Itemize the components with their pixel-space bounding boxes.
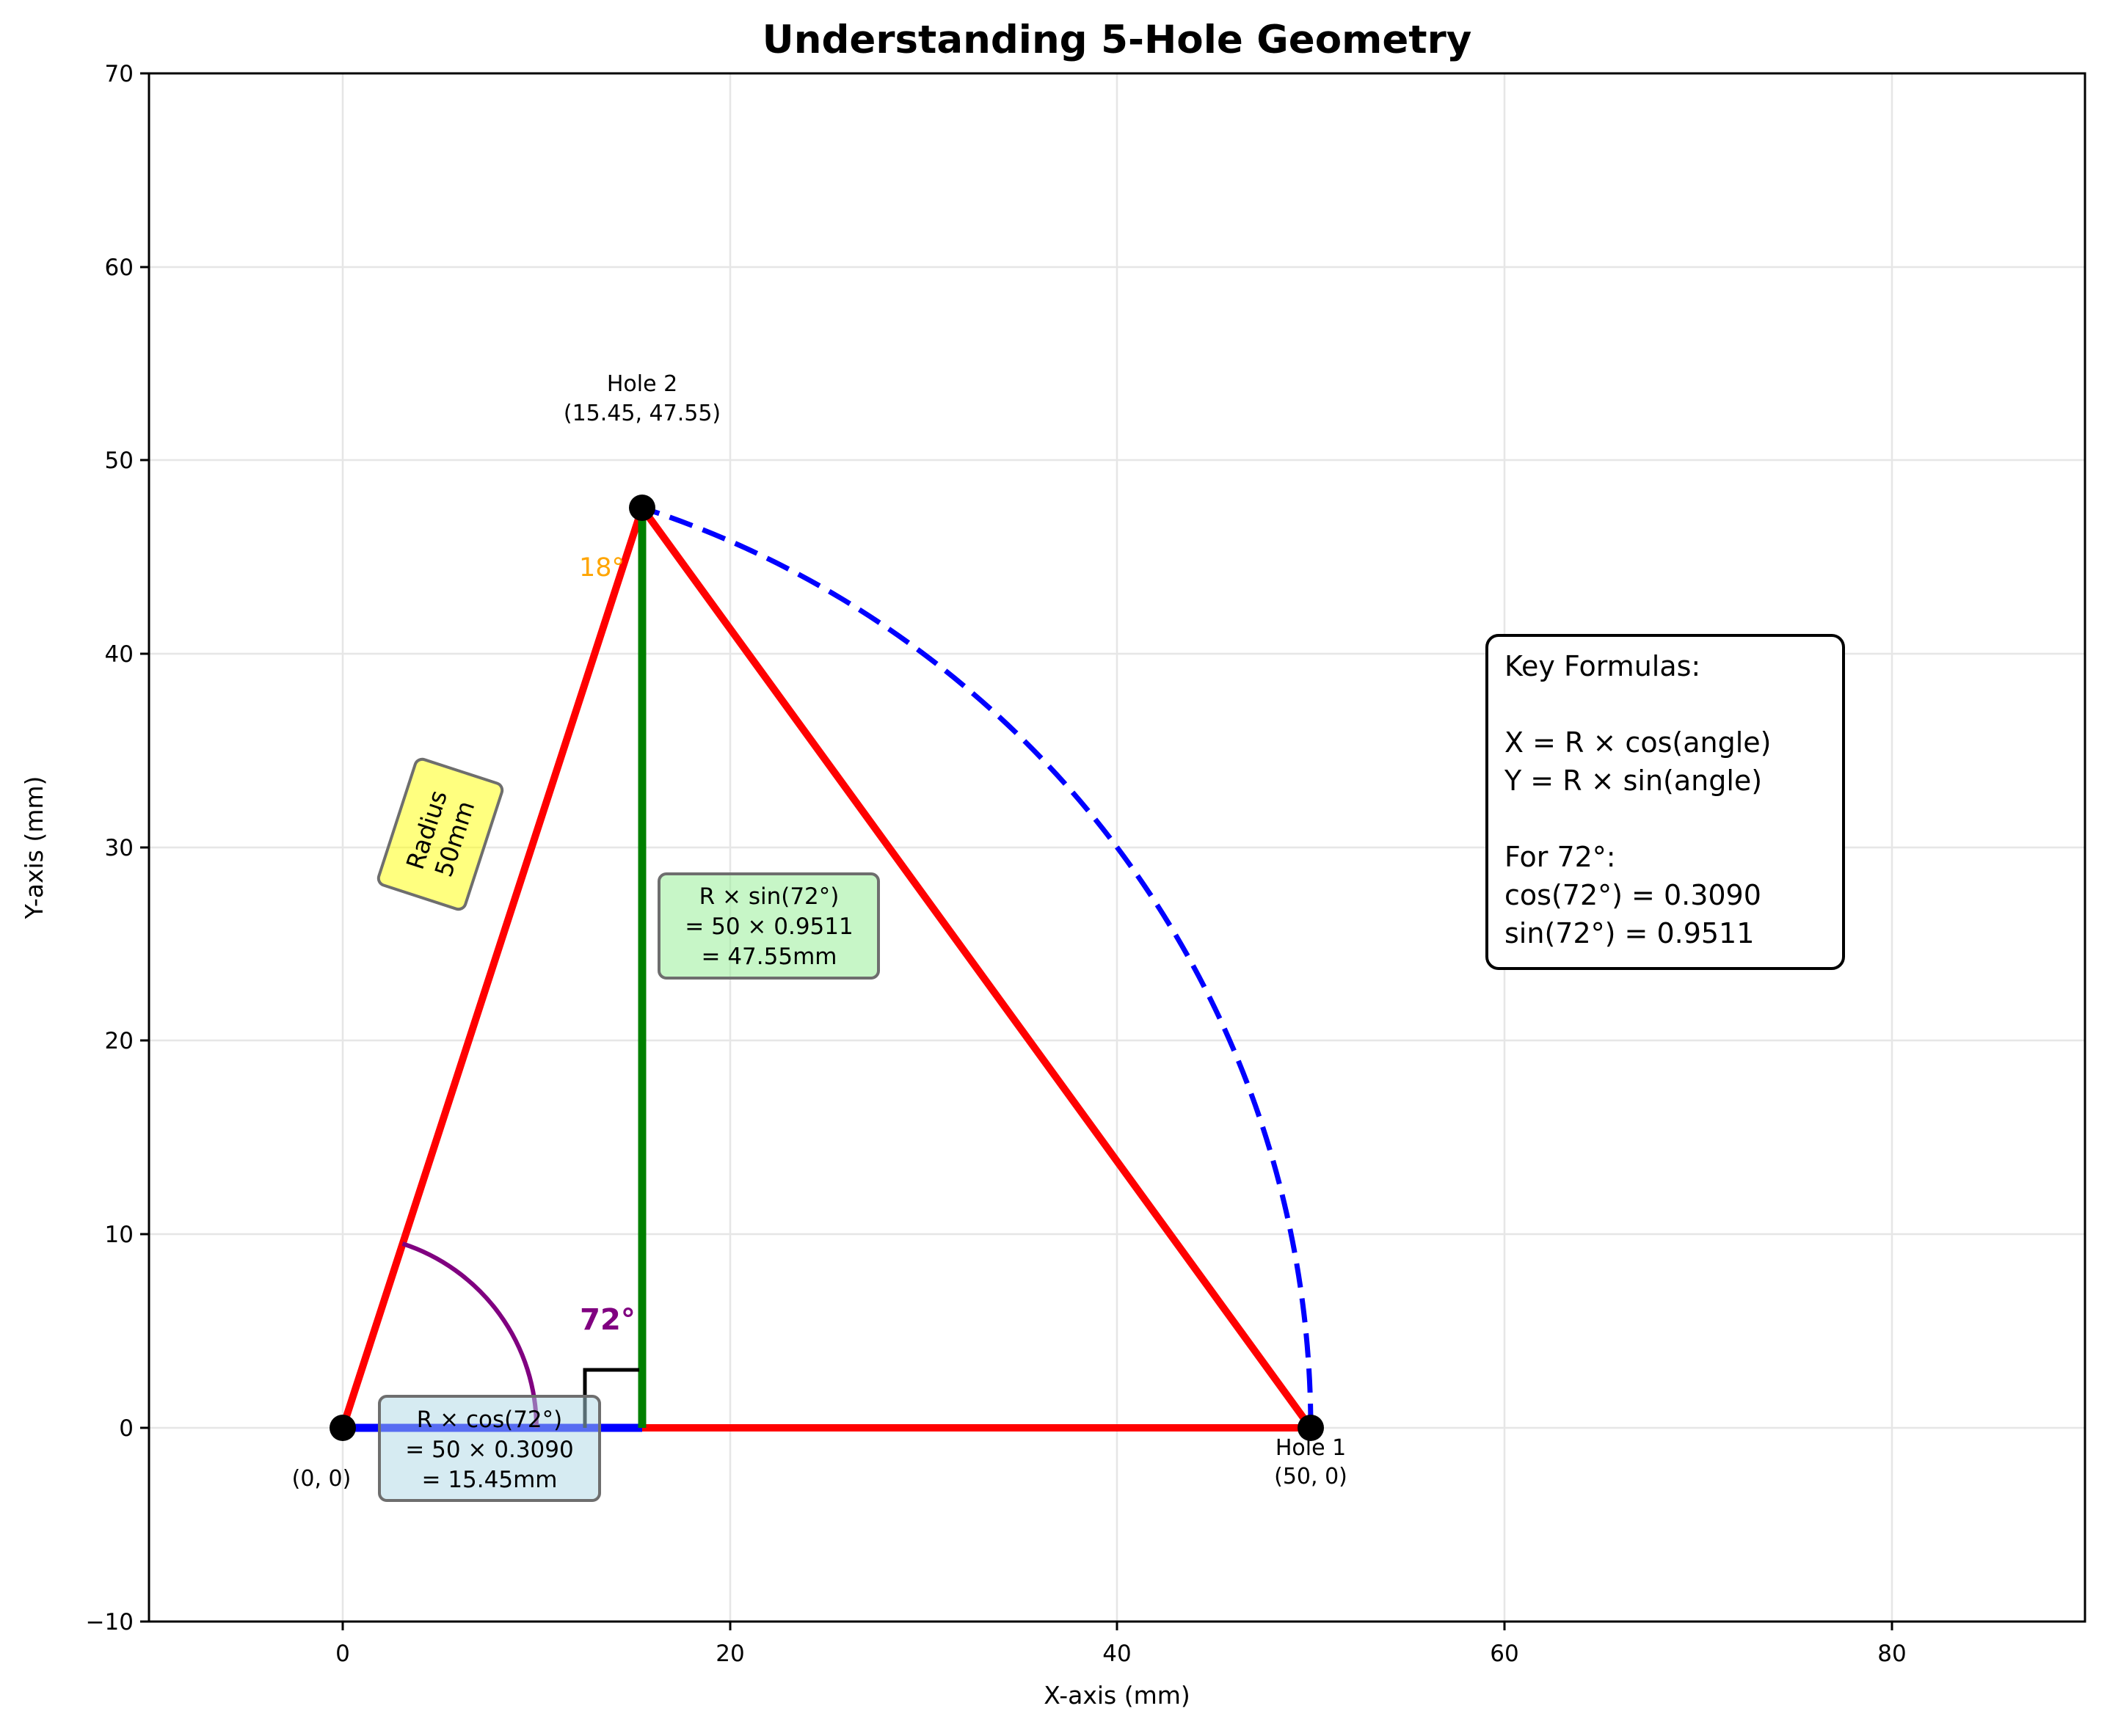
x-axis-label: X-axis (mm) — [1044, 1681, 1190, 1710]
x-axis-ticks — [341, 1622, 1893, 1630]
svg-text:For 72°:: For 72°: — [1504, 841, 1616, 873]
svg-text:= 50 × 0.3090: = 50 × 0.3090 — [405, 1437, 573, 1463]
svg-text:R × sin(72°): R × sin(72°) — [699, 883, 840, 910]
radius-label: Radius 50mm — [376, 757, 504, 911]
hole1-label-coords: (50, 0) — [1274, 1464, 1347, 1489]
y-axis-label: Y-axis (mm) — [20, 776, 48, 920]
svg-text:20: 20 — [716, 1641, 744, 1667]
angle-72-label: 72° — [580, 1303, 636, 1337]
svg-text:−10: −10 — [86, 1609, 134, 1635]
origin-point — [330, 1415, 356, 1441]
dashed-circle-arc — [641, 505, 1314, 1429]
svg-text:10: 10 — [105, 1222, 134, 1248]
svg-text:80: 80 — [1877, 1641, 1906, 1667]
hole1-point — [1298, 1415, 1324, 1441]
svg-text:= 50 × 0.9511: = 50 × 0.9511 — [685, 913, 853, 940]
svg-text:70: 70 — [105, 61, 134, 87]
svg-text:R × cos(72°): R × cos(72°) — [417, 1407, 563, 1433]
svg-text:30: 30 — [105, 835, 134, 861]
svg-text:Y = R × sin(angle): Y = R × sin(angle) — [1504, 765, 1762, 797]
svg-text:40: 40 — [1102, 1641, 1131, 1667]
svg-text:0: 0 — [119, 1415, 134, 1442]
hole2-label-coords: (15.45, 47.55) — [564, 401, 721, 426]
svg-text:sin(72°) = 0.9511: sin(72°) = 0.9511 — [1504, 917, 1754, 949]
x-axis-tick-labels: 0 20 40 60 80 — [335, 1641, 1907, 1667]
y-axis-ticks — [140, 72, 149, 1623]
key-formulas-box: Key Formulas: X = R × cos(angle) Y = R ×… — [1485, 634, 1845, 970]
svg-text:0: 0 — [335, 1641, 350, 1667]
sin-formula-box: R × sin(72°) = 50 × 0.9511 = 47.55mm — [658, 872, 880, 980]
svg-text:20: 20 — [105, 1028, 134, 1054]
hole2-point — [629, 495, 655, 521]
y-axis-tick-labels: −10 0 10 20 30 40 50 60 70 — [86, 61, 134, 1635]
svg-text:60: 60 — [1490, 1641, 1518, 1667]
chart-title: Understanding 5-Hole Geometry — [763, 18, 1472, 62]
svg-text:60: 60 — [105, 255, 134, 281]
cos-formula-box: R × cos(72°) = 50 × 0.3090 = 15.45mm — [378, 1395, 601, 1502]
angle-arc — [401, 1241, 539, 1429]
svg-text:= 47.55mm: = 47.55mm — [702, 944, 837, 970]
svg-text:Key Formulas:: Key Formulas: — [1504, 650, 1700, 682]
hole1-label-name: Hole 1 — [1276, 1435, 1346, 1461]
hole2-label-name: Hole 2 — [607, 371, 677, 397]
svg-text:X = R × cos(angle): X = R × cos(angle) — [1504, 726, 1771, 759]
angle-18-label: 18° — [579, 553, 625, 583]
svg-text:40: 40 — [105, 641, 134, 668]
svg-text:50: 50 — [105, 448, 134, 474]
origin-label: (0, 0) — [292, 1466, 352, 1492]
svg-text:= 15.45mm: = 15.45mm — [422, 1467, 558, 1493]
svg-text:cos(72°) = 0.3090: cos(72°) = 0.3090 — [1504, 879, 1761, 911]
